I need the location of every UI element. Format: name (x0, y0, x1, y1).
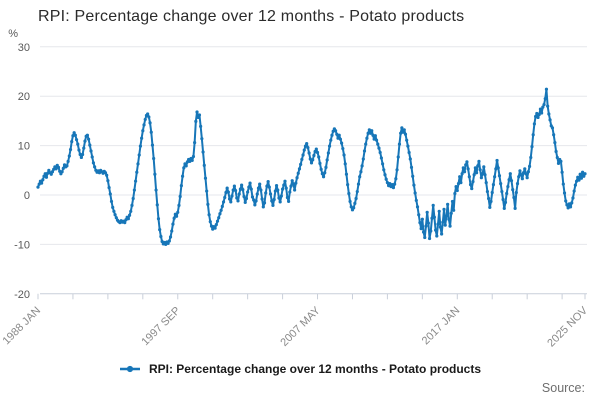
source-label: Source: (541, 381, 585, 395)
series-point-markers (36, 87, 587, 246)
y-tick-label: -10 (14, 239, 30, 251)
line-chart-plot-area: 30 20 10 0 -10 -20% 1988 JAN 1997 SEP 2007 MAY 20… (0, 28, 590, 349)
legend-line-marker-icon (119, 365, 140, 373)
y-tick-label: 10 (18, 141, 30, 153)
x-tick-label: 2007 MAY (278, 304, 323, 349)
y-tick-label: -20 (14, 289, 30, 301)
y-tick-label: 20 (18, 91, 30, 103)
legend[interactable]: RPI: Percentage change over 12 months - … (0, 360, 600, 378)
y-tick-label: 30 (18, 42, 30, 54)
x-tick-label: 1997 SEP (139, 305, 183, 349)
y-tick-label: 0 (24, 190, 30, 202)
y-axis-unit-label: % (8, 28, 18, 40)
x-tick-label: 1988 JAN (0, 305, 43, 348)
x-tick-label: 2025 NOV (545, 304, 590, 349)
x-tick-label: 2017 JAN (420, 305, 463, 348)
chart-title: RPI: Percentage change over 12 months - … (38, 8, 465, 25)
legend-series-label: RPI: Percentage change over 12 months - … (148, 362, 482, 376)
